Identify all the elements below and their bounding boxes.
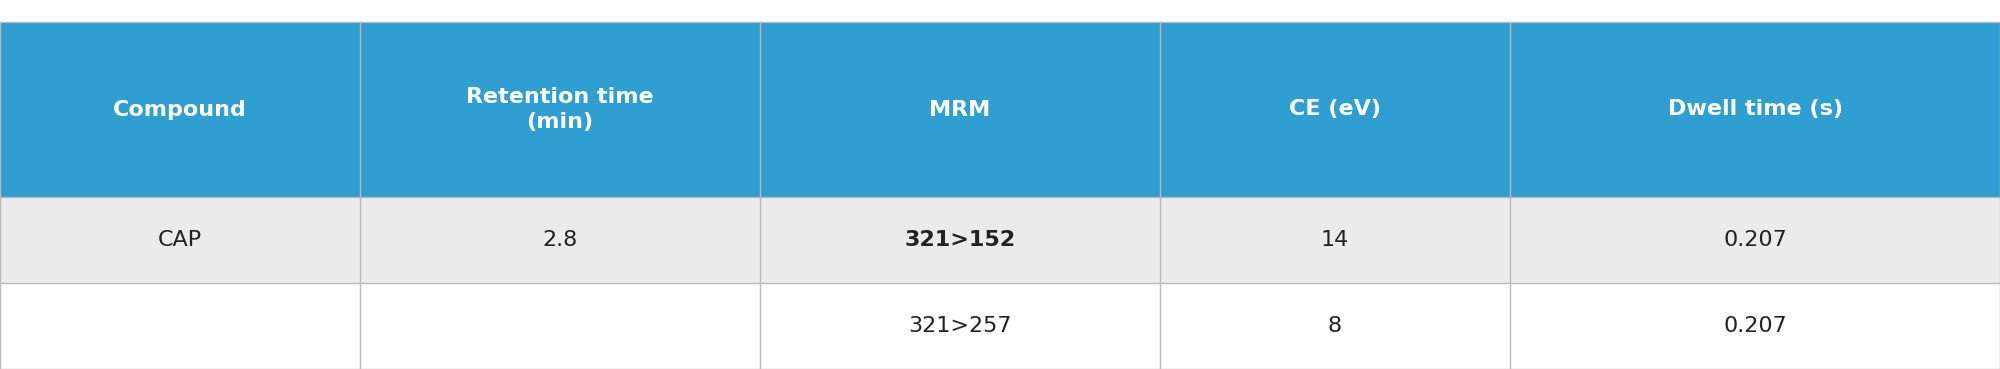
Text: 2.8: 2.8 [542, 230, 578, 250]
Bar [360, 22, 760, 197]
Text: Retention time
(min): Retention time (min) [466, 87, 654, 132]
Text: 0.207: 0.207 [1724, 230, 1786, 250]
Bar [760, 22, 1160, 197]
Text: Dwell time (s): Dwell time (s) [1668, 100, 1842, 120]
Bar [360, 283, 760, 369]
Bar [1510, 283, 2000, 369]
Bar [1160, 283, 1510, 369]
Bar [0, 197, 360, 283]
Text: 321>257: 321>257 [908, 316, 1012, 336]
Text: 8: 8 [1328, 316, 1342, 336]
Bar [360, 197, 760, 283]
Bar [1160, 197, 1510, 283]
Bar [1510, 197, 2000, 283]
Bar [760, 283, 1160, 369]
Bar [1510, 22, 2000, 197]
Bar [0, 283, 360, 369]
Text: MRM: MRM [930, 100, 990, 120]
Text: 0.207: 0.207 [1724, 316, 1786, 336]
Text: 14: 14 [1320, 230, 1350, 250]
Bar [0, 22, 360, 197]
Text: Compound: Compound [114, 100, 246, 120]
Text: CE (eV): CE (eV) [1290, 100, 1382, 120]
Text: CAP: CAP [158, 230, 202, 250]
Bar [760, 197, 1160, 283]
Text: 321>152: 321>152 [904, 230, 1016, 250]
Bar [1160, 22, 1510, 197]
